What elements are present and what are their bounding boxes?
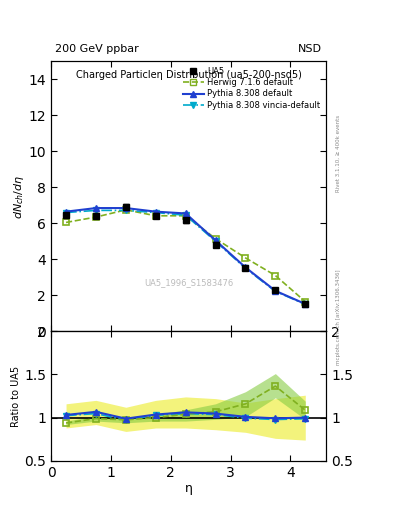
Text: NSD: NSD xyxy=(298,44,322,54)
Y-axis label: Ratio to UA5: Ratio to UA5 xyxy=(11,366,22,426)
Text: 200 GeV ppbar: 200 GeV ppbar xyxy=(55,44,139,54)
Y-axis label: $dN_{ch}/d\eta$: $dN_{ch}/d\eta$ xyxy=(12,174,26,219)
Text: UA5_1996_S1583476: UA5_1996_S1583476 xyxy=(144,278,233,287)
Text: mcplots.cern.ch [arXiv:1306.3436]: mcplots.cern.ch [arXiv:1306.3436] xyxy=(336,270,341,365)
Text: Rivet 3.1.10, ≥ 400k events: Rivet 3.1.10, ≥ 400k events xyxy=(336,115,341,192)
X-axis label: η: η xyxy=(185,482,193,496)
Legend: UA5, Herwig 7.1.6 default, Pythia 8.308 default, Pythia 8.308 vincia-default: UA5, Herwig 7.1.6 default, Pythia 8.308 … xyxy=(182,66,322,111)
Text: Charged Particleη Distribution (ua5-200-nsd5): Charged Particleη Distribution (ua5-200-… xyxy=(76,70,301,79)
